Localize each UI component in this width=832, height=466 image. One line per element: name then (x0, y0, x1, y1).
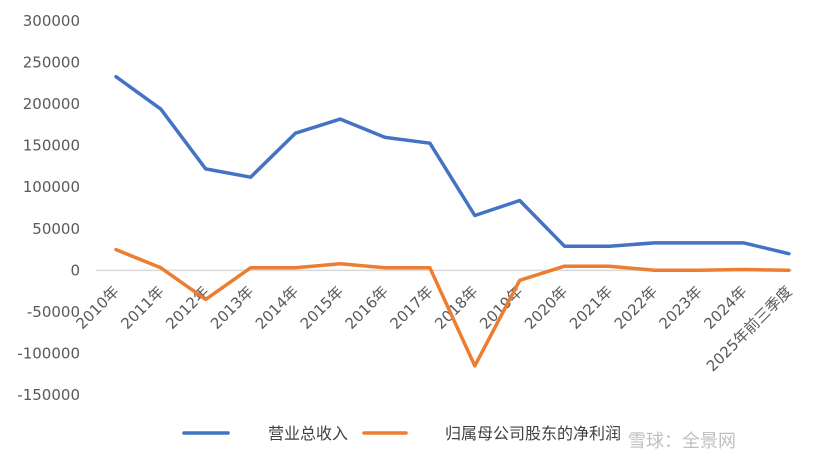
x-tick-label: 2014年 (252, 282, 302, 332)
data-point (114, 248, 118, 251)
data-point (518, 279, 521, 282)
x-tick-label: 2021年 (566, 282, 616, 332)
y-tick-label: 0 (70, 261, 80, 279)
data-point (339, 117, 342, 121)
data-point (653, 269, 656, 272)
series-lines (114, 74, 791, 368)
x-tick-label: 2019年 (476, 282, 526, 332)
data-point (159, 107, 163, 111)
watermark: 雪球：全景网 (628, 431, 736, 452)
data-point (473, 214, 476, 217)
data-point (294, 132, 297, 135)
x-tick-label: 2013年 (207, 282, 257, 332)
y-tick-label: 100000 (23, 178, 80, 196)
data-point (787, 252, 790, 255)
series-line-2 (114, 247, 791, 368)
y-tick-label: -100000 (17, 344, 80, 362)
legend-label: 营业总收入 (268, 424, 348, 443)
data-point (697, 241, 701, 245)
x-tick-label: 2010年 (72, 282, 122, 332)
data-point (742, 241, 746, 245)
series-line-1 (114, 74, 791, 256)
x-axis-ticks: 2010年2011年2012年2013年2014年2015年2016年2017年… (72, 282, 795, 375)
x-tick-label: 2022年 (611, 282, 661, 332)
x-tick-label: 2023年 (656, 282, 706, 332)
x-tick-label: 2015年 (297, 282, 347, 332)
data-point (428, 266, 432, 270)
y-axis-ticks: 300000 250000 200000 150000 100000 50000 0 -500… (17, 12, 80, 404)
data-point (428, 141, 432, 145)
data-point (383, 266, 387, 270)
data-point (294, 266, 297, 270)
data-point (204, 167, 207, 171)
data-point (697, 269, 701, 272)
legend: 营业总收入 归属母公司股东的净利润 (182, 424, 621, 443)
x-tick-label: 2020年 (521, 282, 571, 332)
y-tick-label: 200000 (23, 95, 80, 113)
data-point (563, 245, 566, 248)
data-point (159, 266, 163, 270)
x-tick-label: 2011年 (117, 282, 167, 332)
data-point (608, 264, 611, 268)
y-tick-label: 250000 (23, 54, 80, 72)
legend-label: 归属母公司股东的净利润 (445, 424, 621, 443)
y-tick-label: 150000 (23, 137, 80, 155)
x-tick-label: 2016年 (342, 282, 392, 332)
x-tick-label: 2017年 (386, 282, 436, 332)
y-tick-label: -150000 (17, 386, 80, 404)
data-point (473, 364, 476, 368)
data-point (204, 298, 207, 301)
data-point (608, 245, 611, 248)
data-point (114, 75, 118, 78)
data-point (518, 199, 521, 202)
data-point (339, 262, 342, 265)
data-point (249, 176, 252, 179)
y-tick-label: 50000 (32, 220, 80, 238)
data-point (787, 269, 790, 272)
y-tick-label: -50000 (27, 303, 80, 321)
data-point (249, 266, 252, 270)
y-tick-label: 300000 (23, 12, 80, 30)
data-point (383, 136, 387, 139)
data-point (563, 264, 566, 268)
data-point (653, 241, 656, 245)
data-point (742, 268, 746, 271)
x-tick-label: 2012年 (162, 282, 212, 332)
